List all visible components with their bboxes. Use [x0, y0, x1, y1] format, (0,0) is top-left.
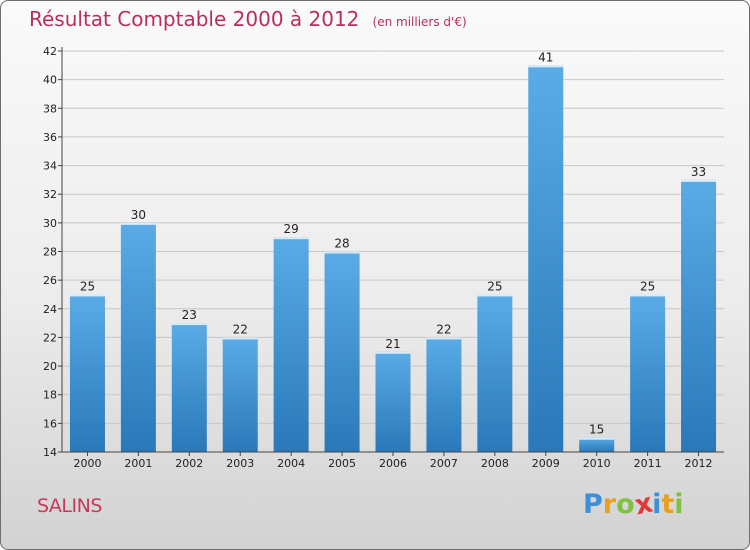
x-tick-label: 2006 [379, 457, 407, 470]
logo-letter: i [674, 489, 684, 520]
x-tick-label: 2000 [73, 457, 101, 470]
labels: 25 30 23 22 29 28 21 22 25 41 15 25 33 [80, 50, 706, 436]
x-tick-label: 2002 [175, 457, 203, 470]
bar [69, 294, 105, 452]
bar-value-label: 22 [436, 322, 451, 336]
bar [477, 294, 513, 452]
x-tick-label: 2012 [685, 457, 713, 470]
bar-highlight [120, 222, 156, 225]
logo-letter: r [602, 489, 617, 520]
y-tick-label: 26 [43, 274, 57, 287]
proxiti-logo: Proxiti [583, 488, 684, 522]
bar-value-label: 25 [80, 279, 95, 293]
bar [630, 294, 666, 452]
bar [426, 337, 462, 452]
x-tick-label: 2004 [277, 457, 305, 470]
y-tick-label: 14 [43, 446, 57, 459]
bar-value-label: 30 [131, 208, 146, 222]
bar-highlight [528, 65, 564, 68]
bar-value-label: 15 [589, 423, 604, 437]
bar [324, 251, 360, 452]
bar [528, 65, 564, 453]
chart-title-unit: (en milliers d'€) [372, 15, 467, 29]
bar-highlight [273, 237, 309, 240]
bar [273, 237, 309, 452]
bar-value-label: 25 [487, 279, 502, 293]
bar-highlight [681, 179, 717, 182]
y-tick-label: 28 [43, 246, 57, 259]
commune-name: SALINS [37, 495, 102, 517]
y-tick-label: 32 [43, 188, 57, 201]
bar [579, 437, 615, 452]
bar-highlight [69, 294, 105, 297]
bar-highlight [222, 337, 258, 340]
y-tick-label: 24 [43, 303, 57, 316]
bar-value-label: 41 [538, 50, 553, 64]
bar [171, 323, 207, 452]
bar-value-label: 25 [640, 279, 655, 293]
bar [120, 222, 156, 452]
x-tick-label: 2007 [430, 457, 458, 470]
chart-title: Résultat Comptable 2000 à 2012 (en milli… [29, 7, 467, 31]
bars [69, 65, 717, 453]
bar-highlight [171, 323, 207, 326]
bar-value-label: 28 [334, 237, 349, 251]
logo-letter: i [652, 489, 662, 520]
x-tick-label: 2011 [634, 457, 662, 470]
logo-letter: o [616, 489, 635, 520]
bar-highlight [579, 437, 615, 440]
y-tick-label: 16 [43, 417, 57, 430]
x-tick-label: 2003 [226, 457, 254, 470]
y-tick-label: 36 [43, 131, 57, 144]
bar-highlight [426, 337, 462, 340]
x-tick-label: 2005 [328, 457, 356, 470]
axes: 14 16 18 20 22 24 26 28 30 32 34 36 38 40 42 2000 2001 20… [43, 45, 724, 470]
bar-highlight [324, 251, 360, 254]
y-tick-label: 18 [43, 389, 57, 402]
y-tick-label: 22 [43, 331, 57, 344]
bar-value-label: 29 [284, 222, 299, 236]
y-tick-label: 34 [43, 160, 57, 173]
y-tick-label: 38 [43, 102, 57, 115]
bar-value-label: 23 [182, 308, 197, 322]
logo-letter: t [661, 489, 675, 520]
x-tick-label: 2009 [532, 457, 560, 470]
x-tick-label: 2010 [583, 457, 611, 470]
x-tick-label: 2008 [481, 457, 509, 470]
bar-value-label: 21 [385, 337, 400, 351]
y-tick-label: 40 [43, 74, 57, 87]
x-tick-label: 2001 [124, 457, 152, 470]
y-tick-label: 30 [43, 217, 57, 230]
bar-value-label: 22 [233, 322, 248, 336]
y-tick-label: 42 [43, 45, 57, 58]
bar-value-label: 33 [691, 165, 706, 179]
bar [375, 351, 411, 452]
logo-letter: P [583, 489, 603, 520]
chart-title-main: Résultat Comptable 2000 à 2012 [29, 7, 360, 31]
bar [222, 337, 258, 452]
bar-highlight [630, 294, 666, 297]
bar-highlight [375, 351, 411, 354]
y-tick-label: 20 [43, 360, 57, 373]
bar [681, 179, 717, 452]
bar-highlight [477, 294, 513, 297]
